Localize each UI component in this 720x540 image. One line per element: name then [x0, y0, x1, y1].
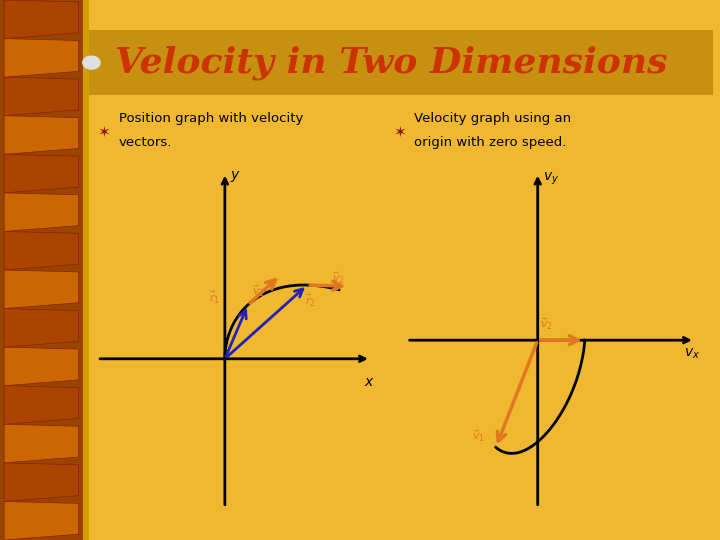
Text: $v_y$: $v_y$ [543, 171, 559, 187]
Text: $v_x$: $v_x$ [684, 347, 701, 361]
Polygon shape [4, 424, 78, 463]
Text: vectors.: vectors. [119, 136, 172, 149]
Text: $\vec{v}_1$: $\vec{v}_1$ [472, 429, 485, 444]
Polygon shape [4, 77, 78, 116]
Polygon shape [4, 308, 78, 347]
Text: Velocity graph using an: Velocity graph using an [414, 112, 571, 125]
Text: ✶: ✶ [393, 125, 406, 140]
Text: $\vec{v}_1$: $\vec{v}_1$ [251, 284, 264, 299]
Text: y: y [230, 168, 238, 182]
Text: $\vec{v}_2$: $\vec{v}_2$ [540, 316, 553, 332]
Polygon shape [4, 0, 78, 38]
Polygon shape [4, 38, 78, 77]
Text: origin with zero speed.: origin with zero speed. [414, 136, 567, 149]
Polygon shape [4, 193, 78, 232]
Polygon shape [4, 502, 78, 540]
Polygon shape [4, 463, 78, 502]
Polygon shape [4, 347, 78, 386]
Text: x: x [364, 375, 372, 389]
Text: Velocity in Two Dimensions: Velocity in Two Dimensions [115, 45, 667, 80]
Text: $\vec{v}_2$: $\vec{v}_2$ [333, 271, 345, 286]
Polygon shape [4, 116, 78, 154]
Polygon shape [4, 386, 78, 424]
Text: ✶: ✶ [98, 125, 111, 140]
Polygon shape [4, 270, 78, 308]
Text: Position graph with velocity: Position graph with velocity [119, 112, 303, 125]
Polygon shape [4, 232, 78, 270]
Text: $\vec{r}_1$: $\vec{r}_1$ [210, 289, 220, 306]
Text: $\vec{r}_2$: $\vec{r}_2$ [305, 293, 316, 309]
Polygon shape [4, 154, 78, 193]
